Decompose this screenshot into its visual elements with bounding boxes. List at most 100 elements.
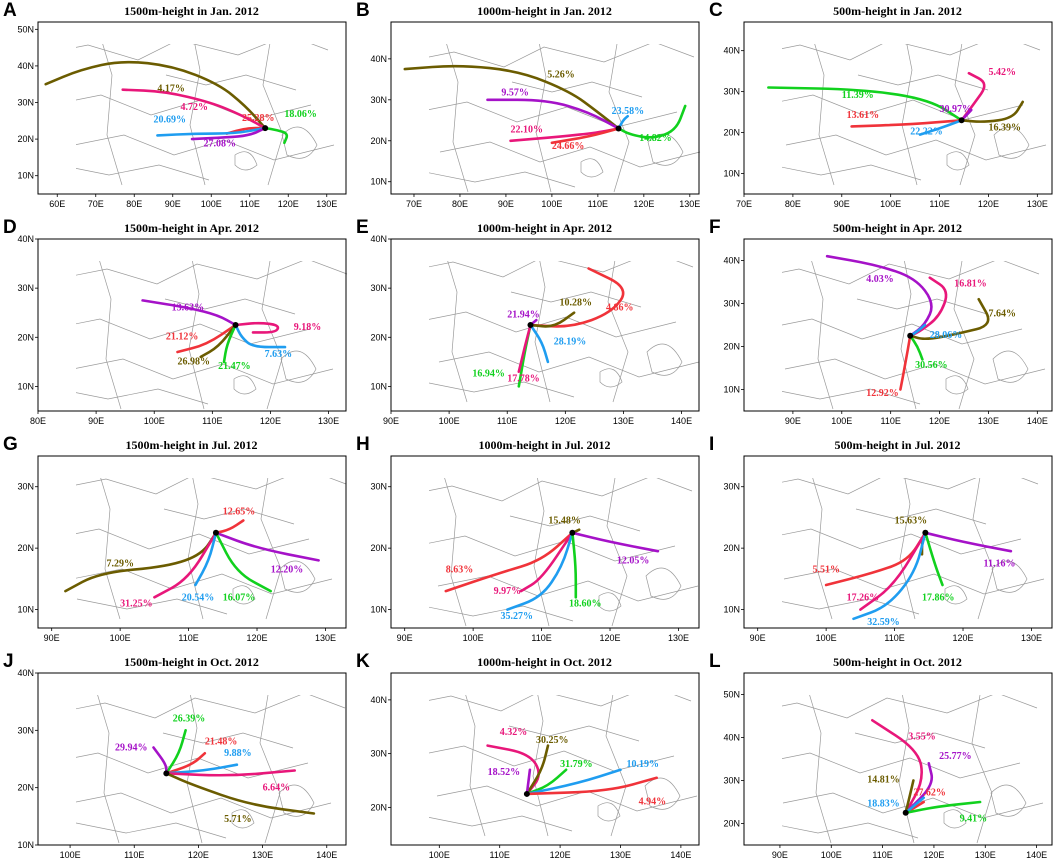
percent-label-red: 21.48% — [205, 737, 238, 748]
percent-label-cyan: 18.83% — [867, 798, 900, 809]
x-tick-label: 90E — [44, 633, 60, 643]
border-line — [99, 261, 122, 410]
panel-title: 500m-height in Apr. 2012 — [833, 221, 962, 235]
trajectory-green — [767, 86, 963, 122]
panel-title: 1500m-height in Apr. 2012 — [124, 221, 259, 235]
trajectory-green — [214, 531, 272, 593]
trajectory-cyan — [506, 531, 574, 611]
map-frame — [390, 21, 700, 195]
percent-label-olive: 7.29% — [106, 559, 134, 570]
percent-label-cyan: 20.69% — [154, 115, 187, 126]
x-tick-label: 110E — [240, 199, 260, 209]
y-tick-label: 10N — [370, 605, 387, 615]
map-E: 90E 100E 110E 120E 130E 140E 10N 20N 30N 40N 4.86%… — [370, 234, 700, 426]
panel-B: 70E 80E 90E 100E 110E 120E 130E 10N 20N 30N 40N 5.2… — [353, 0, 706, 217]
percent-label-pink: 9.97% — [494, 586, 522, 597]
trajectory-purple — [190, 126, 267, 141]
panel-letter: F — [709, 217, 721, 238]
panel-letter: I — [709, 434, 715, 455]
y-tick-label: 30N — [370, 283, 387, 293]
trajectory-purple — [924, 531, 1013, 553]
border-line — [429, 535, 676, 562]
country-borders — [76, 478, 347, 620]
trajectory-olive — [165, 772, 316, 815]
percent-label-cyan: 28.06% — [930, 330, 963, 341]
origin-point — [212, 529, 219, 536]
map-frame — [37, 455, 347, 629]
border-line — [854, 732, 986, 749]
trajectory-red — [899, 334, 912, 391]
border-line — [856, 298, 988, 315]
map-frame — [37, 672, 347, 846]
percent-label-purple: 12.20% — [271, 565, 304, 576]
percent-label-olive: 30.25% — [536, 735, 569, 746]
x-tick-label: 130E — [1027, 199, 1048, 209]
panel-letter: G — [3, 434, 18, 455]
y-tick-label: 20N — [17, 332, 34, 342]
y-tick-label: 30N — [723, 776, 740, 786]
panel-letter: E — [356, 217, 369, 238]
x-tick-label: 60E — [49, 199, 65, 209]
map-I: 90E 100E 110E 120E 130E 10N 20N 30N 15.63% 11.16%… — [723, 455, 1053, 643]
border-line — [76, 94, 312, 121]
origin-point — [922, 529, 929, 536]
panel-L: 90E 100E 110E 120E 130E 140E 20N 30N 40N 50N 3.55%… — [706, 651, 1059, 868]
trajectories — [403, 64, 687, 145]
border-line — [811, 261, 834, 410]
percent-label-red: 5.51% — [812, 565, 840, 576]
origin-point — [958, 117, 965, 124]
y-tick-label: 30N — [723, 87, 740, 97]
y-tick-label: 40N — [17, 234, 34, 244]
trajectories — [824, 531, 1013, 621]
border-line — [782, 752, 1021, 779]
border-line — [812, 478, 833, 620]
x-tick-label: 90E — [397, 633, 413, 643]
y-tick-label: 10N — [17, 171, 34, 181]
percent-label-purple: 21.94% — [507, 310, 540, 321]
percent-label-cyan: 20.54% — [182, 592, 215, 603]
border-line — [261, 261, 283, 410]
origin-point — [523, 790, 530, 797]
trajectory-red — [529, 267, 625, 328]
x-tick-label: 110E — [531, 633, 551, 643]
percent-label-red: 21.12% — [166, 332, 199, 343]
panel-K: 100E 110E 120E 130E 140E 20N 30N 40N 4.32% 30.25%… — [353, 651, 706, 868]
border-line — [446, 44, 469, 193]
panel-C: 70E 80E 90E 100E 110E 120E 130E 10N 20N 30N 40N 11.… — [706, 0, 1059, 217]
map-frame — [390, 455, 700, 629]
trajectories — [871, 719, 982, 815]
panel-G: 90E 100E 110E 120E 130E 10N 20N 30N 12.65% 7.29% 1… — [0, 434, 353, 651]
border-line — [991, 560, 1028, 593]
y-tick-label: 30N — [723, 482, 740, 492]
panel-D: 80E 90E 100E 110E 120E 130E 10N 20N 30N 40N 13.63%… — [0, 217, 353, 434]
border-line — [76, 164, 210, 181]
x-tick-label: 70E — [736, 199, 752, 209]
x-tick-label: 140E — [316, 850, 337, 860]
x-tick-label: 70E — [88, 199, 104, 209]
y-tick-label: 40N — [17, 61, 34, 71]
y-tick-label: 30N — [17, 725, 34, 735]
x-tick-label: 130E — [975, 850, 996, 860]
x-tick-label: 110E — [490, 850, 510, 860]
percent-label-cyan: 23.58% — [612, 106, 645, 117]
border-line — [76, 134, 335, 161]
border-line — [280, 350, 317, 383]
x-tick-label: 110E — [880, 416, 900, 426]
percent-label-red: 8.63% — [446, 565, 474, 576]
trajectory-cyan — [918, 119, 963, 136]
trajectories — [44, 60, 289, 145]
percent-label-cyan: 7.63% — [265, 349, 293, 360]
country-borders — [429, 44, 701, 193]
border-line — [278, 784, 315, 817]
border-line — [899, 478, 916, 620]
x-tick-label: 130E — [613, 416, 634, 426]
x-tick-label: 80E — [30, 416, 46, 426]
x-tick-label: 90E — [498, 199, 514, 209]
origin-point — [902, 809, 909, 816]
border-line — [76, 478, 347, 495]
x-tick-label: 90E — [750, 633, 766, 643]
x-tick-label: 130E — [610, 850, 631, 860]
trajectory-green — [222, 323, 237, 364]
border-line — [100, 478, 121, 620]
trajectory-green — [924, 531, 944, 587]
